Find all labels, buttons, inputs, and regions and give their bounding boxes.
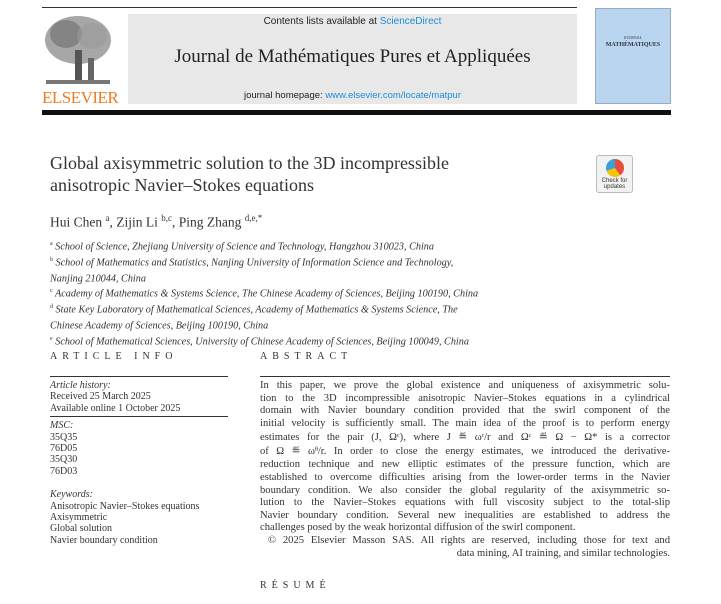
keyword: Anisotropic Navier–Stokes equations <box>50 500 200 512</box>
msc-label: MSC: <box>50 420 74 432</box>
elsevier-logo[interactable]: ELSEVIER <box>42 14 119 107</box>
journal-title: Journal de Mathématiques Pures et Appliq… <box>174 46 531 67</box>
msc-code: 76D05 <box>50 443 78 455</box>
msc-code: 35Q35 <box>50 431 78 443</box>
header-divider <box>42 110 671 115</box>
abstract-line: In this paper, we prove the global exist… <box>260 380 670 391</box>
homepage-prefix: journal homepage: <box>243 90 326 101</box>
msc-code: 35Q30 <box>50 454 78 466</box>
sciencedirect-link[interactable]: ScienceDirect <box>379 16 442 27</box>
affil-text: School of Mathematical Sciences, Univers… <box>52 336 469 348</box>
author-name[interactable]: Zijin Li <box>116 214 158 230</box>
article-title: Global axisymmetric solution to the 3D i… <box>50 152 449 196</box>
affil-text: Chinese Academy of Sciences, Beijing 100… <box>50 320 269 332</box>
affil-text: State Key Laboratory of Mathematical Sci… <box>53 304 458 316</box>
journal-cover[interactable]: JOURNAL MATHÉMATIQUES <box>595 8 671 104</box>
resume-heading: RÉSUMÉ <box>260 580 331 591</box>
affil-sup: c <box>50 288 53 295</box>
article-info: Article history: Received 25 March 2025 … <box>50 376 228 546</box>
affiliation-line: c Academy of Mathematics & Systems Scien… <box>50 285 590 301</box>
abstract-line: Navier boundary condition. Several new i… <box>260 509 670 521</box>
affiliation-line: Chinese Academy of Sciences, Beijing 100… <box>50 317 590 333</box>
affil-text: Nanjing 210044, China <box>50 272 146 284</box>
cover-label-1: JOURNAL <box>623 35 643 40</box>
affil-text: School of Mathematics and Statistics, Na… <box>53 257 454 269</box>
homepage-line: journal homepage: www.elsevier.com/locat… <box>128 90 577 101</box>
history-label: Article history: <box>50 380 111 391</box>
contents-line: Contents lists available at ScienceDirec… <box>128 16 577 27</box>
author-affil-sup[interactable]: b,c <box>161 213 172 223</box>
abstract-line: domain with Navier boundary condition pr… <box>260 405 670 417</box>
keyword: Navier boundary condition <box>50 534 158 546</box>
received-date: Received 25 March 2025 <box>50 391 151 403</box>
keyword: Axisymmetric <box>50 512 108 524</box>
copyright-line: © 2025 Elsevier Masson SAS. All rights a… <box>268 534 670 546</box>
check-for-updates-button[interactable]: Check for updates <box>596 155 633 193</box>
article-info-heading: ARTICLE INFO <box>50 351 178 362</box>
homepage-link[interactable]: www.elsevier.com/locate/matpur <box>325 90 462 101</box>
abstract-line: challenges posed by the weak horizontal … <box>260 522 576 534</box>
affil-sup: e <box>50 335 53 342</box>
msc-codes: MSC: 35Q35 76D05 35Q30 76D03 <box>50 416 228 479</box>
affiliation-line: Nanjing 210044, China <box>50 270 590 286</box>
abstract-line: boundary condition. We also consider the… <box>260 484 670 496</box>
keyword: Global solution <box>50 523 112 535</box>
article-history: Article history: Received 25 March 2025 … <box>50 376 228 416</box>
contents-prefix: Contents lists available at <box>263 16 380 27</box>
affil-sup: b <box>50 256 53 263</box>
keywords: Keywords: Anisotropic Navier–Stokes equa… <box>50 489 228 546</box>
abstract-line: lution to the Navier–Stokes equations wi… <box>260 497 670 509</box>
abstract-body: In this paper, we prove the global exist… <box>260 376 670 560</box>
affiliations: a School of Science, Zhejiang University… <box>50 238 590 349</box>
keywords-label: Keywords: <box>50 489 93 501</box>
check-updates-label: Check for updates <box>601 178 628 190</box>
abstract-line: established to overcome difficulties ari… <box>260 471 670 483</box>
affil-sup: a <box>50 241 53 247</box>
abstract-line: estimates for the pair (J, Ωᶜ), where J … <box>260 432 670 444</box>
abstract-line: initial velocity is sufficiently small. … <box>260 417 670 429</box>
elsevier-wordmark: ELSEVIER <box>42 88 119 107</box>
abstract-heading: ABSTRACT <box>260 351 353 362</box>
cover-label-2: MATHÉMATIQUES <box>605 42 661 48</box>
title-line: anisotropic Navier–Stokes equations <box>50 175 314 195</box>
author-affil-sup[interactable]: d,e,* <box>244 213 263 223</box>
msc-code: 76D03 <box>50 465 78 477</box>
abstract-line: tion to the 3D incompressible anisotropi… <box>260 392 670 404</box>
elsevier-tree-icon <box>45 16 111 84</box>
affil-sup: d <box>50 304 53 311</box>
affiliation-line: e School of Mathematical Sciences, Unive… <box>50 333 590 349</box>
author-name[interactable]: Ping Zhang <box>178 214 242 230</box>
author-list: Hui Chen a, Zijin Li b,c, Ping Zhang d,e… <box>50 213 263 230</box>
abstract-line: reduction technique and new elliptic est… <box>260 459 670 471</box>
abstract-line: of Ω ≝ ωᶿ/r. In order to close the energ… <box>260 446 670 458</box>
online-date: Available online 1 October 2025 <box>50 402 181 414</box>
journal-header: Contents lists available at ScienceDirec… <box>128 14 577 104</box>
author-affil-sup[interactable]: a <box>105 213 110 223</box>
affiliation-line: a School of Science, Zhejiang University… <box>50 238 590 254</box>
copyright-line: data mining, AI training, and similar te… <box>456 547 670 559</box>
check-updates-icon <box>605 159 624 177</box>
top-rule <box>42 7 577 8</box>
title-line: Global axisymmetric solution to the 3D i… <box>50 153 449 173</box>
affiliation-line: b School of Mathematics and Statistics, … <box>50 254 590 270</box>
affiliation-line: d State Key Laboratory of Mathematical S… <box>50 301 590 317</box>
author-name[interactable]: Hui Chen <box>50 214 103 230</box>
affil-text: School of Science, Zhejiang University o… <box>52 241 434 253</box>
affil-text: Academy of Mathematics & Systems Science… <box>52 288 479 300</box>
